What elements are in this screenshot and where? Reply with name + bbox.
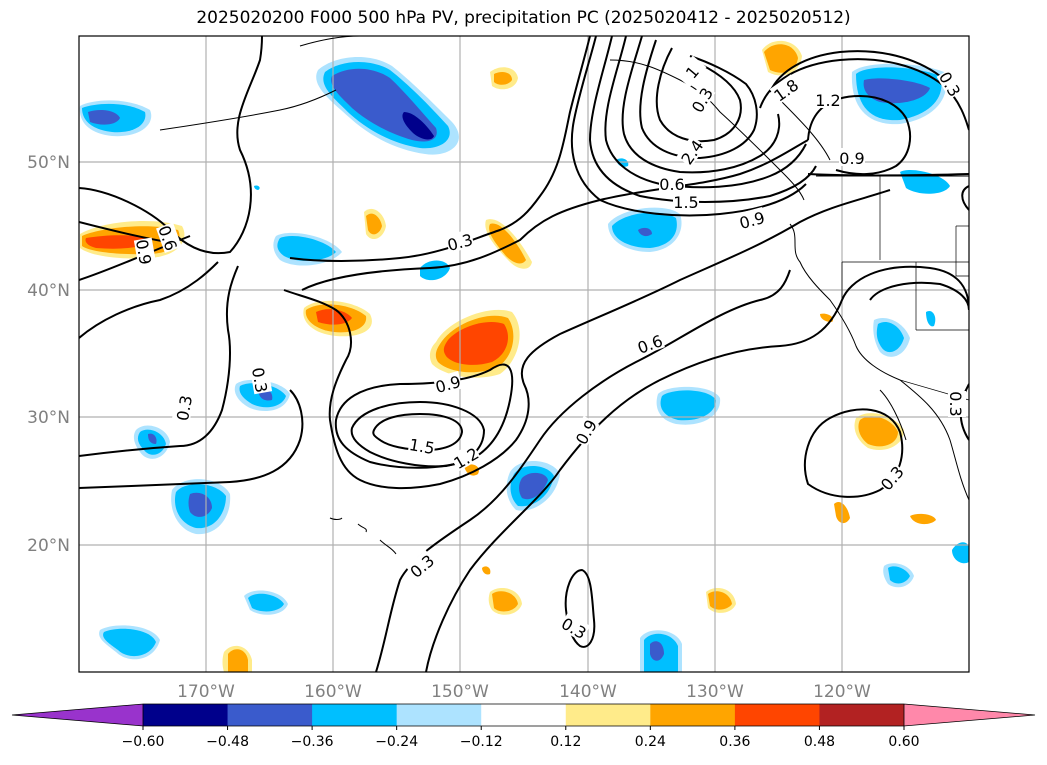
colorbar-segment bbox=[481, 704, 567, 726]
lat-label-20n: 20°N bbox=[27, 536, 70, 556]
contour-label: 1.5 bbox=[673, 193, 698, 212]
contour-label-bg bbox=[675, 55, 707, 88]
contour-label: 0.3 bbox=[248, 366, 271, 394]
contour-label-bg bbox=[875, 461, 907, 494]
colorbar-ticks: −0.60 −0.48 −0.36 −0.24 −0.12 0.12 0.24 0.36 0.4… bbox=[122, 726, 920, 750]
contour-label-bg bbox=[449, 442, 482, 472]
contour-label-bg bbox=[659, 174, 685, 192]
lon-label-120w: 120°W bbox=[813, 682, 871, 702]
contour-label-bg bbox=[815, 90, 841, 108]
colorbar-tick-label: −0.12 bbox=[460, 734, 503, 750]
contour-label-bg bbox=[432, 370, 463, 396]
lon-axis: 170°W 160°W 150°W 140°W 130°W 120°W bbox=[177, 682, 871, 702]
colorbar-tick-label: 0.48 bbox=[804, 734, 835, 750]
contour-label-bg bbox=[558, 612, 591, 642]
contour-label-bg bbox=[736, 206, 767, 232]
colorbar: −0.60 −0.48 −0.36 −0.24 −0.12 0.12 0.24 0.36 0.4… bbox=[11, 703, 1036, 750]
contour-label-bg bbox=[676, 135, 707, 168]
lon-label-170w: 170°W bbox=[177, 682, 235, 702]
contour-label-bg bbox=[673, 192, 699, 210]
colorbar-segment bbox=[312, 704, 398, 726]
colorbar-extend-min bbox=[12, 704, 143, 726]
contour-label-bg bbox=[948, 391, 966, 417]
contour-label-bg bbox=[444, 228, 475, 254]
contour-label: 0.3 bbox=[946, 391, 965, 416]
colorbar-segment bbox=[819, 704, 905, 726]
lat-label-50n: 50°N bbox=[27, 153, 70, 173]
colorbar-tick-label: −0.36 bbox=[291, 734, 334, 750]
colorbar-tick-label: −0.24 bbox=[375, 734, 418, 750]
contour-label: 1.2 bbox=[815, 91, 840, 110]
contour-label-bg bbox=[405, 549, 438, 581]
colorbar-tick-label: −0.48 bbox=[206, 734, 249, 750]
colorbar-segment bbox=[734, 704, 820, 726]
contour-label-bg bbox=[839, 148, 865, 166]
colorbar-segment bbox=[565, 704, 651, 726]
graticule bbox=[79, 36, 969, 672]
map-frame bbox=[78, 35, 970, 673]
contour-label: 0.3 bbox=[173, 394, 196, 422]
contour-label-bg bbox=[249, 365, 273, 395]
contour-label: 0.9 bbox=[132, 238, 155, 266]
colorbar-extend-max bbox=[904, 704, 1035, 726]
colorbar-segment bbox=[227, 704, 313, 726]
lon-label-140w: 140°W bbox=[559, 682, 617, 702]
colorbar-tick-label: 0.12 bbox=[550, 734, 581, 750]
contour-label-bg bbox=[407, 433, 437, 457]
contour-label-bg bbox=[634, 330, 665, 356]
contour-label: 0.6 bbox=[659, 175, 684, 194]
colorbar-tick-label: 0.60 bbox=[888, 734, 919, 750]
coastline-layer bbox=[159, 36, 969, 555]
lon-label-160w: 160°W bbox=[304, 682, 362, 702]
contour-label-bg bbox=[156, 222, 182, 253]
lon-label-130w: 130°W bbox=[686, 682, 744, 702]
contour-label-bg bbox=[133, 237, 157, 267]
lon-label-150w: 150°W bbox=[431, 682, 489, 702]
colorbar-segment bbox=[650, 704, 736, 726]
colorbar-tick-label: −0.60 bbox=[122, 734, 165, 750]
colorbar-segment bbox=[396, 704, 482, 726]
map-area bbox=[79, 36, 969, 672]
map-title: 2025020200 F000 500 hPa PV, precipitatio… bbox=[196, 8, 851, 28]
contour-label: 0.9 bbox=[839, 149, 864, 168]
lat-axis: 50°N 40°N 30°N 20°N bbox=[27, 153, 70, 556]
contour-label: 1.5 bbox=[408, 435, 436, 458]
contour-label-bg bbox=[936, 67, 966, 100]
colorbar-segment bbox=[143, 704, 229, 726]
contour-label-bg bbox=[171, 393, 195, 423]
lat-label-40n: 40°N bbox=[27, 281, 70, 301]
colorbar-segments bbox=[12, 704, 1035, 726]
lat-label-30n: 30°N bbox=[27, 408, 70, 428]
contour-label-bg bbox=[570, 415, 600, 448]
pv-contour-layer bbox=[79, 36, 969, 672]
contour-label-bg bbox=[686, 83, 716, 116]
colorbar-tick-label: 0.24 bbox=[635, 734, 666, 750]
colorbar-tick-label: 0.36 bbox=[719, 734, 750, 750]
contour-label-bg bbox=[769, 74, 802, 105]
